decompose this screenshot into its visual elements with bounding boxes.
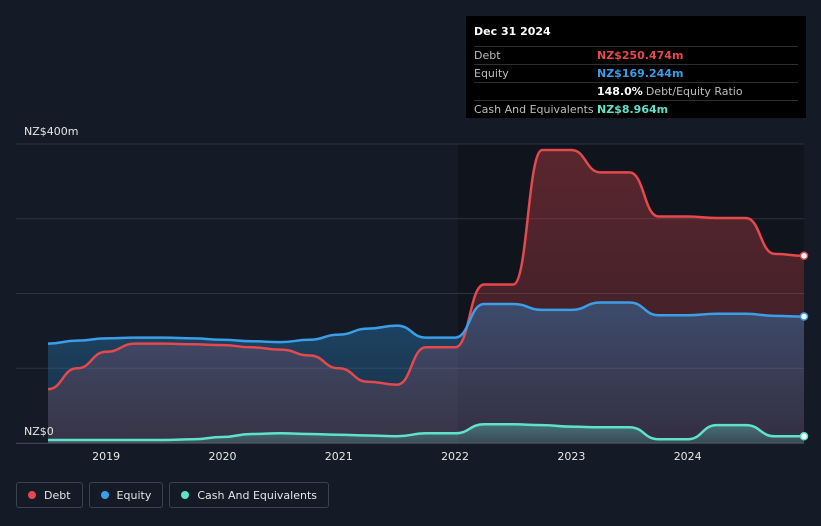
- x-tick-label-2019: 2019: [92, 450, 120, 463]
- x-tick-label-2022: 2022: [441, 450, 469, 463]
- endpoint-equity: [799, 312, 809, 321]
- chart-legend: Debt Equity Cash And Equivalents: [16, 482, 329, 508]
- tooltip-cash-value: NZ$8.964m: [597, 103, 669, 116]
- legend-dot-equity: [100, 491, 109, 499]
- x-tick-label-2023: 2023: [557, 450, 585, 463]
- tooltip-ratio-value: 148.0%: [597, 85, 643, 98]
- tooltip-equity-value: NZ$169.244m: [597, 67, 684, 80]
- tooltip-date: Dec 31 2024: [474, 25, 551, 38]
- legend-label-debt: Debt: [44, 488, 71, 502]
- endpoint-debt: [799, 251, 809, 261]
- legend-label-cash: Cash And Equivalents: [197, 488, 317, 502]
- y-tick-label-400: NZ$400m: [24, 125, 78, 138]
- tooltip-row-cash: Cash And Equivalents NZ$8.964m: [474, 100, 798, 118]
- tooltip-equity-label: Equity: [474, 67, 509, 80]
- tooltip-debt-value: NZ$250.474m: [597, 49, 684, 62]
- line-equity: [47, 301, 805, 345]
- tooltip-row-debt: Debt NZ$250.474m: [474, 46, 798, 64]
- tooltip-debt-label: Debt: [474, 49, 501, 62]
- x-tick-label-2021: 2021: [325, 450, 353, 463]
- legend-dot-debt: [28, 491, 36, 499]
- line-cash-and-equivalents: [48, 423, 804, 442]
- tooltip-ratio-label: Debt/Equity Ratio: [645, 85, 743, 98]
- area-equity: [48, 302, 804, 443]
- tooltip-row-equity: Equity NZ$169.244m: [474, 64, 798, 82]
- tooltip-row-ratio: 148.0% Debt/Equity Ratio: [474, 82, 798, 100]
- tooltip-ratio-label-spacer: [474, 83, 597, 100]
- tooltip-cash-label: Cash And Equivalents: [474, 103, 594, 116]
- legend-item-equity[interactable]: Equity: [88, 482, 164, 508]
- tooltip-panel: Dec 31 2024 Debt NZ$250.474m Equity NZ$1…: [466, 16, 806, 118]
- legend-item-debt[interactable]: Debt: [16, 482, 83, 508]
- x-tick-label-2024: 2024: [674, 450, 702, 463]
- legend-item-cash[interactable]: Cash And Equivalents: [169, 482, 329, 508]
- legend-dot-cash: [181, 491, 190, 499]
- x-tick-label-2020: 2020: [208, 450, 236, 463]
- line-debt: [47, 148, 805, 391]
- y-tick-label-0: NZ$0: [24, 425, 54, 438]
- endpoint-cash-and-equivalents: [799, 432, 809, 441]
- legend-label-equity: Equity: [116, 488, 152, 502]
